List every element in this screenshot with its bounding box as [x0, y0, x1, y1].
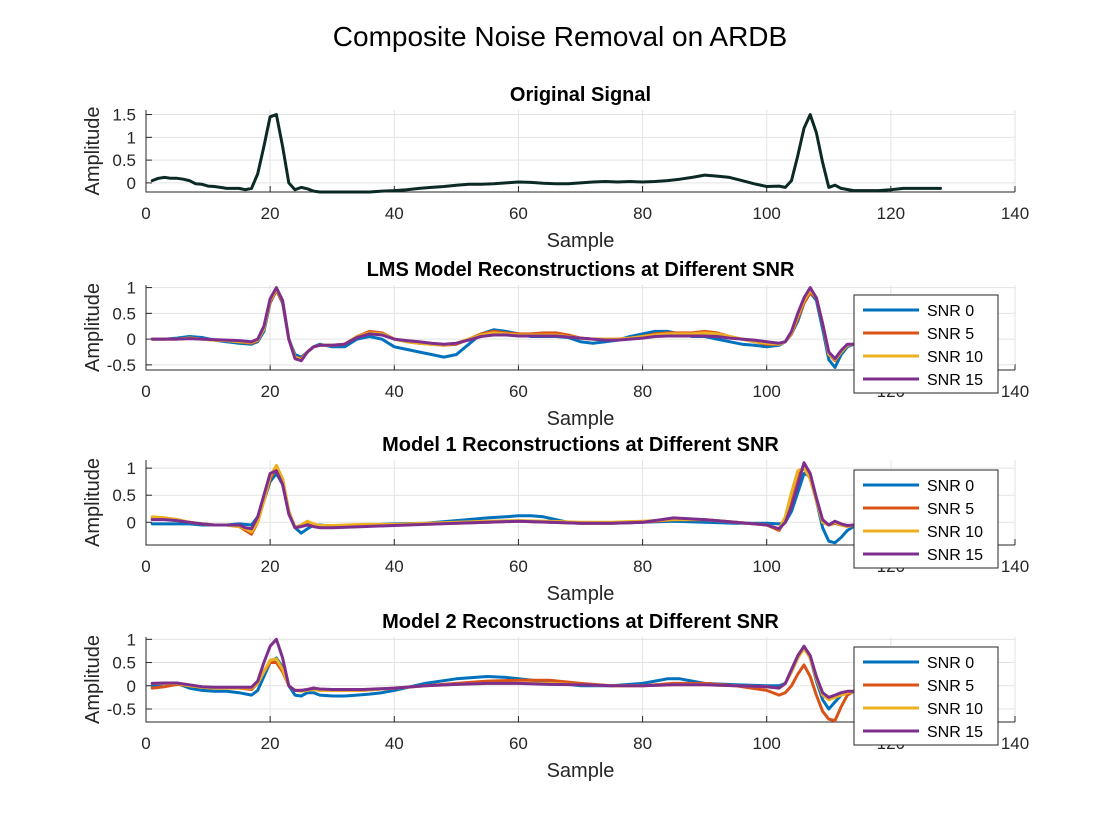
subplot-title: Model 2 Reconstructions at Different SNR: [382, 611, 779, 633]
y-tick-label: 0: [127, 174, 136, 193]
plot-area: [146, 110, 1015, 192]
x-tick-label: 60: [509, 557, 528, 576]
x-tick-label: 80: [633, 557, 652, 576]
x-axis-label: Sample: [547, 583, 615, 605]
axes-frame: [145, 637, 1015, 723]
legend-box: [853, 469, 999, 569]
series-group: [150, 113, 942, 194]
legend-entry: SNR 15: [927, 724, 983, 741]
x-tick-label: 20: [261, 557, 280, 576]
y-axis-label: Amplitude: [82, 458, 104, 547]
legend-entry: SNR 5: [927, 501, 974, 518]
axes-frame: [145, 285, 1015, 371]
y-tick-label: -0.5: [107, 356, 136, 375]
x-axis-label: Sample: [547, 408, 615, 430]
series-group: [150, 637, 862, 723]
x-tick-label: 0: [141, 204, 150, 223]
y-tick-label: 1: [127, 128, 136, 147]
x-axis-label: Sample: [547, 760, 615, 782]
legend-entry: SNR 0: [927, 478, 974, 495]
series-line-snr-15: [150, 286, 862, 363]
x-tick-label: 140: [1001, 734, 1029, 753]
x-tick-label: 40: [385, 382, 404, 401]
x-tick-label: 60: [509, 382, 528, 401]
y-tick-label: -0.5: [107, 700, 136, 719]
x-tick-label: 0: [141, 734, 150, 753]
legend: SNR 0 SNR 5 SNR 10 SNR 15: [853, 469, 999, 569]
x-tick-label: 80: [633, 382, 652, 401]
legend-entry: SNR 5: [927, 326, 974, 343]
legend-entry: SNR 15: [927, 372, 983, 389]
y-tick-label: 1: [127, 459, 136, 478]
series-group: [150, 461, 862, 545]
x-tick-label: 40: [385, 734, 404, 753]
y-tick-label: 0: [127, 677, 136, 696]
x-tick-label: 60: [509, 734, 528, 753]
axes-frame: [145, 460, 1015, 546]
x-tick-label: 140: [1001, 557, 1029, 576]
x-tick-label: 20: [261, 382, 280, 401]
y-tick-label: 1: [127, 279, 136, 298]
legend-entry: SNR 5: [927, 678, 974, 695]
y-axis-label: Amplitude: [82, 635, 104, 724]
subplot-title: LMS Model Reconstructions at Different S…: [367, 259, 795, 281]
x-tick-label: 140: [1001, 382, 1029, 401]
y-tick-label: 0.5: [112, 151, 136, 170]
y-tick-label: 1.5: [112, 106, 136, 125]
x-tick-label: 80: [633, 204, 652, 223]
x-tick-label: 80: [633, 734, 652, 753]
y-tick-label: 0: [127, 513, 136, 532]
x-tick-label: 100: [753, 382, 781, 401]
x-tick-label: 0: [141, 382, 150, 401]
legend-entry: SNR 10: [927, 349, 983, 366]
figure-title: Composite Noise Removal on ARDB: [333, 21, 787, 52]
legend-entry: SNR 0: [927, 655, 974, 672]
x-axis-label: Sample: [547, 230, 615, 252]
legend-entry: SNR 10: [927, 701, 983, 718]
x-tick-label: 0: [141, 557, 150, 576]
y-axis-label: Amplitude: [82, 107, 104, 196]
y-tick-label: 0: [127, 330, 136, 349]
series-group: [150, 286, 862, 369]
y-tick-label: 0.5: [112, 486, 136, 505]
x-tick-label: 140: [1001, 204, 1029, 223]
x-tick-label: 40: [385, 204, 404, 223]
series-line-snr-15: [150, 637, 862, 699]
x-tick-label: 100: [753, 204, 781, 223]
x-tick-label: 40: [385, 557, 404, 576]
y-tick-label: 1: [127, 630, 136, 649]
axes-frame: [145, 110, 1015, 193]
series-line-snr-15: [150, 461, 862, 531]
series-line-original: [150, 113, 942, 194]
x-tick-label: 100: [753, 734, 781, 753]
subplot-title: Original Signal: [510, 84, 651, 106]
y-axis-label: Amplitude: [82, 283, 104, 372]
legend-entry: SNR 0: [927, 303, 974, 320]
legend: SNR 0 SNR 5 SNR 10 SNR 15: [853, 646, 999, 746]
x-tick-label: 20: [261, 204, 280, 223]
x-tick-label: 60: [509, 204, 528, 223]
y-tick-label: 0.5: [112, 304, 136, 323]
subplot-title: Model 1 Reconstructions at Different SNR: [382, 434, 779, 456]
y-tick-label: 0.5: [112, 654, 136, 673]
subplot-1: 0 20 40 60 80 100 120 140 0 0.5 1 1.5 Original Signa…: [82, 84, 1029, 252]
x-tick-label: 100: [753, 557, 781, 576]
legend-entry: SNR 10: [927, 524, 983, 541]
x-tick-label: 20: [261, 734, 280, 753]
legend: SNR 0 SNR 5 SNR 10 SNR 15: [853, 294, 999, 394]
legend-entry: SNR 15: [927, 547, 983, 564]
x-tick-label: 120: [877, 204, 905, 223]
